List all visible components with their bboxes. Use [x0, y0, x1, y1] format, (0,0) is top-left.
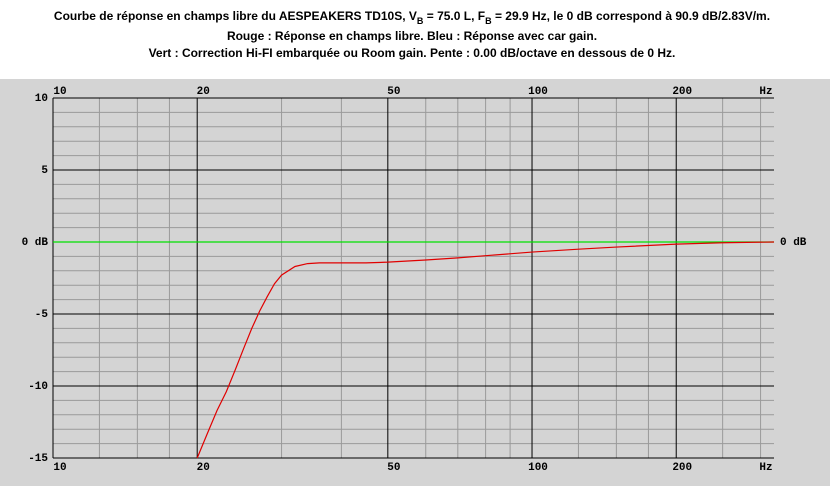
subtitle: Rouge : Réponse en champs libre. Bleu : … — [227, 29, 597, 43]
x-tick-label: 200 — [672, 86, 692, 98]
x-tick-label: 100 — [528, 86, 548, 98]
y-tick-label: -5 — [35, 309, 49, 321]
x-tick-label: 10 — [53, 462, 66, 474]
x-unit: Hz — [759, 462, 772, 474]
series-line — [196, 241, 775, 459]
x-tick-label: 50 — [387, 462, 400, 474]
y-tick-label: -15 — [28, 453, 48, 465]
x-tick-label: 100 — [528, 462, 548, 474]
title-part: = 75.0 L, F — [423, 9, 485, 23]
title-part: Courbe de réponse en champs libre du AES… — [54, 9, 417, 23]
subtitle: Vert : Correction Hi-FI embarquée ou Roo… — [149, 46, 676, 60]
plot-panel — [0, 79, 830, 486]
y-tick-label: -10 — [28, 381, 48, 393]
title-part: = 29.9 Hz, le 0 dB correspond à 90.9 dB/… — [492, 9, 770, 23]
y-tick-label: 0 dB — [780, 237, 807, 249]
x-tick-label: 20 — [197, 86, 210, 98]
subscript: B — [417, 16, 424, 26]
x-unit: Hz — [759, 86, 772, 98]
y-tick-label: 10 — [35, 93, 48, 105]
chart-title: Courbe de réponse en champs libre du AES… — [54, 9, 770, 26]
y-tick-label: 5 — [41, 165, 48, 177]
x-tick-label: 200 — [672, 462, 692, 474]
y-tick-label: 0 dB — [22, 237, 49, 249]
x-tick-label: 20 — [197, 462, 210, 474]
subscript: B — [485, 16, 492, 26]
x-tick-label: 10 — [53, 86, 66, 98]
x-tick-label: 50 — [387, 86, 400, 98]
